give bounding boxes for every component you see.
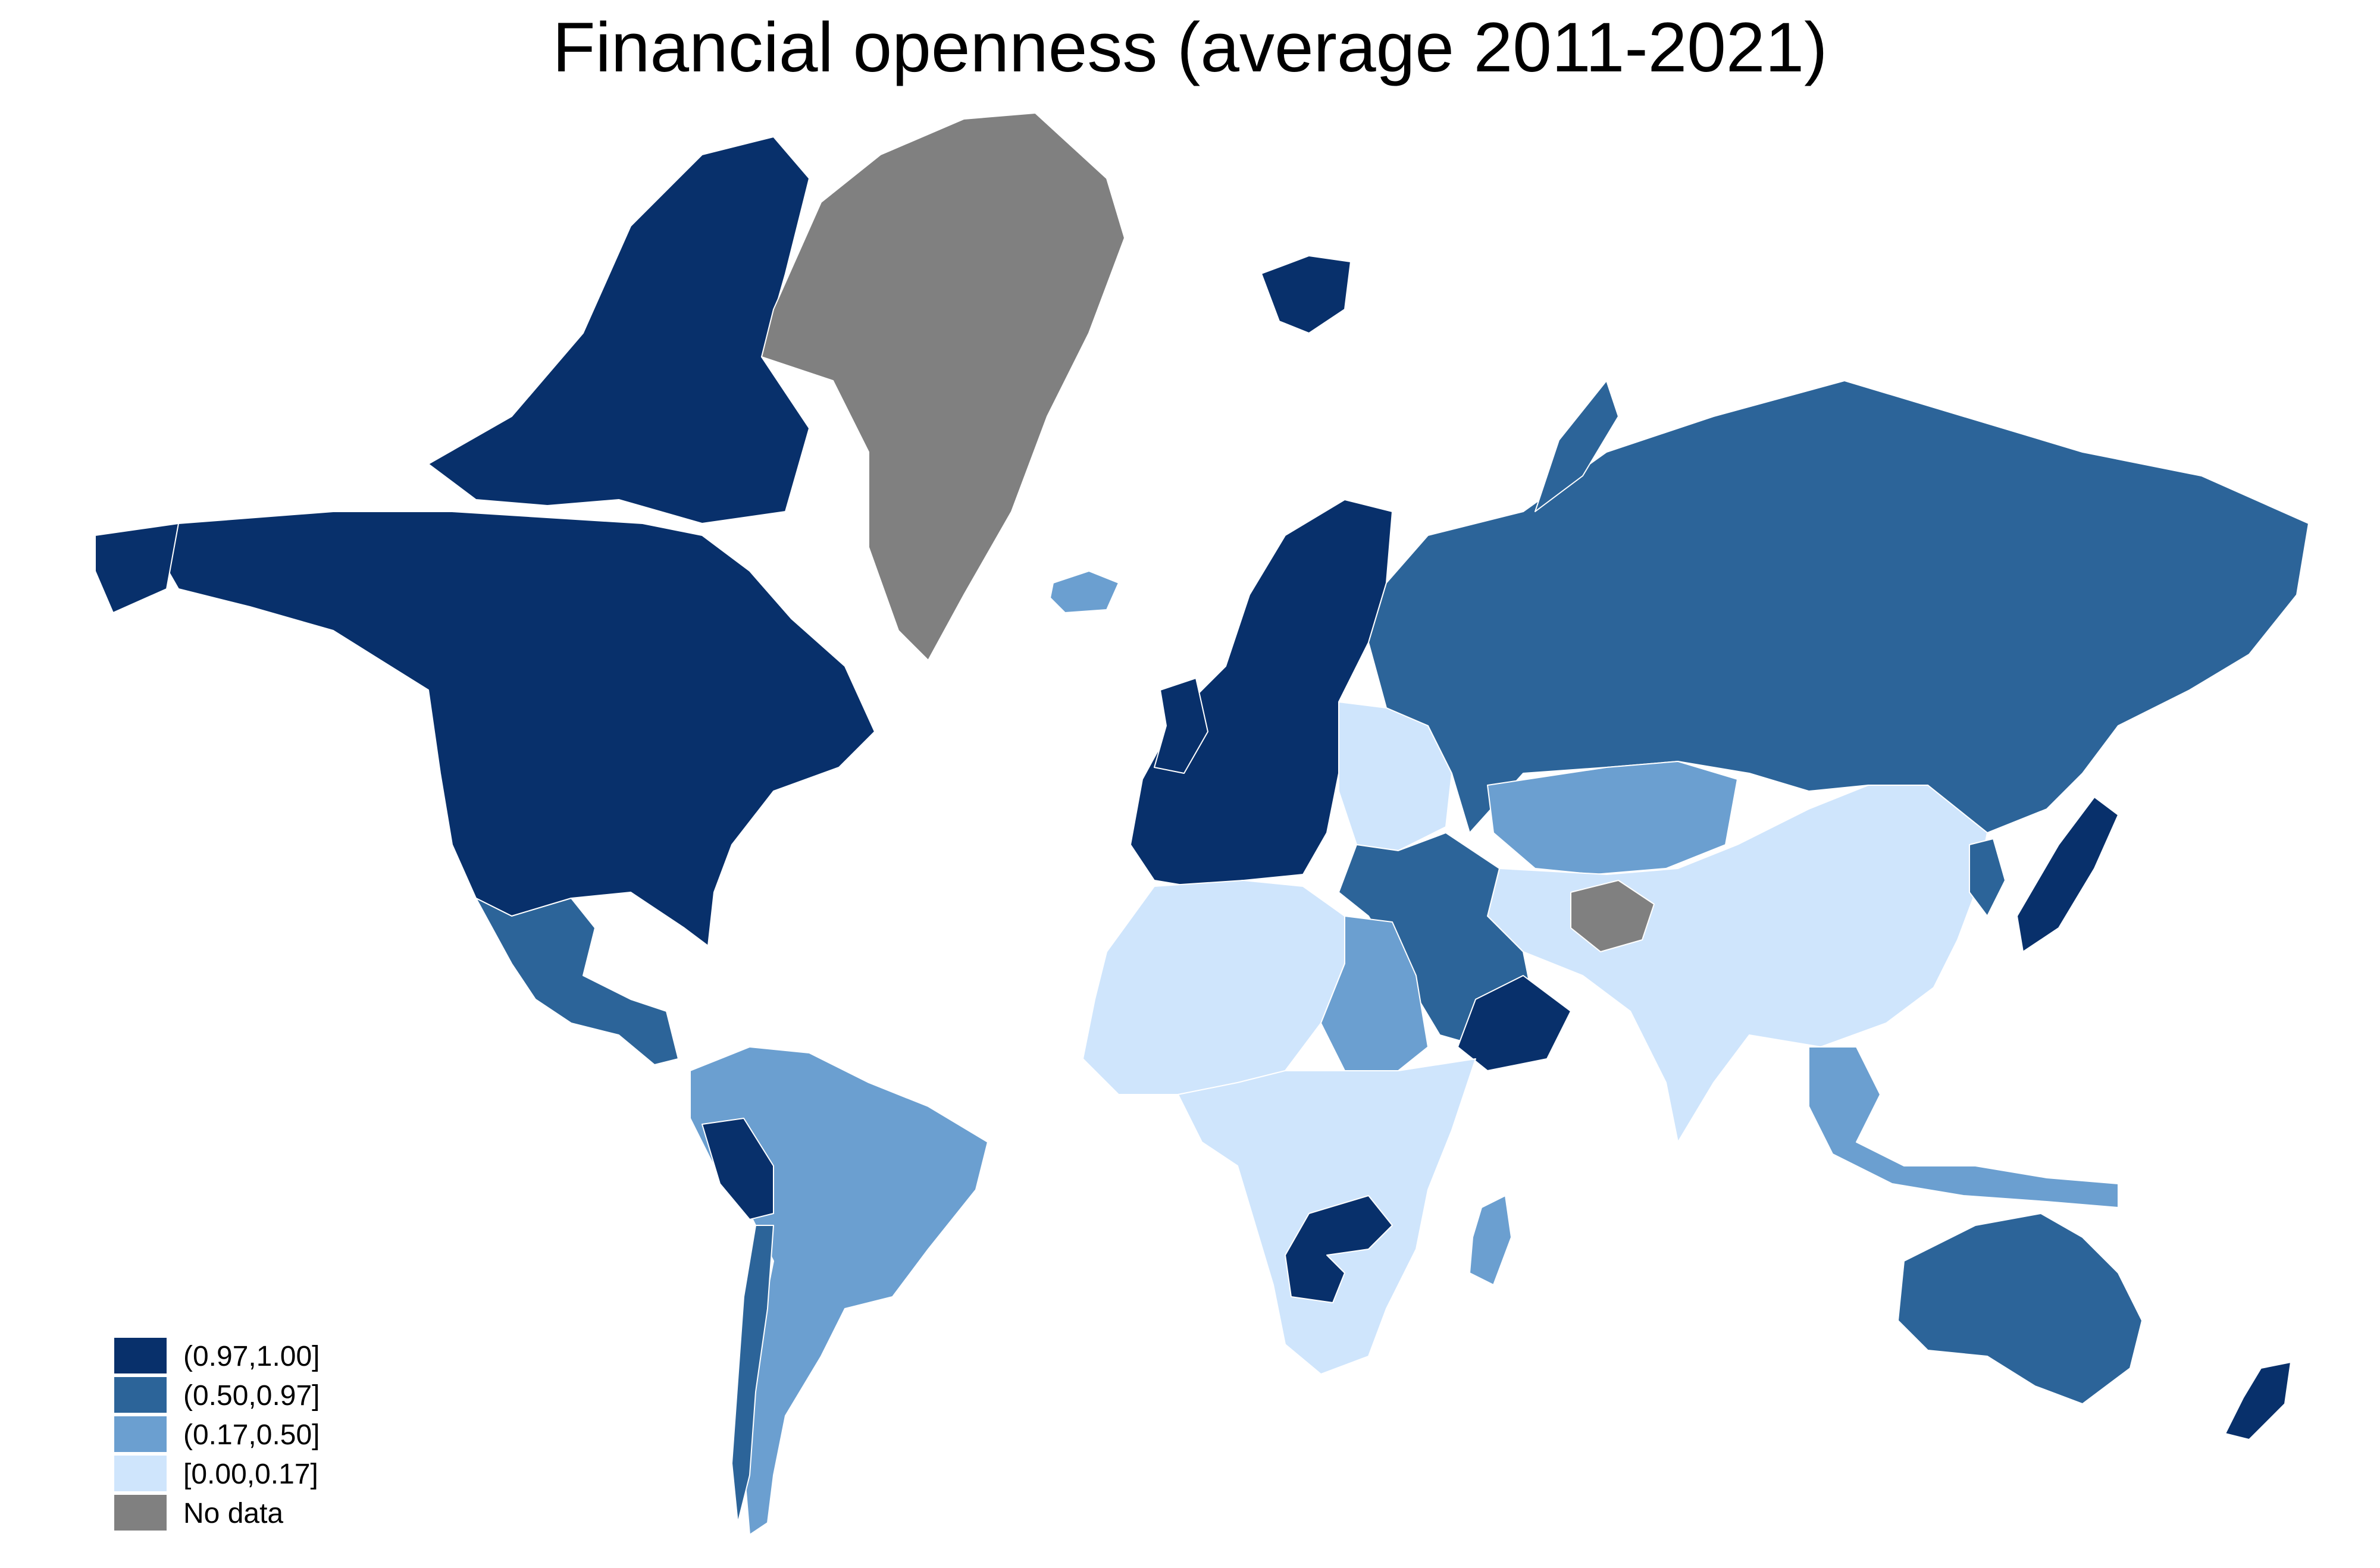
region-greenland[interactable] — [761, 112, 1125, 661]
region-zambia-botswana[interactable] — [1285, 1195, 1393, 1303]
region-chile[interactable] — [731, 1225, 774, 1523]
region-southeast-asia[interactable] — [1808, 1046, 2119, 1208]
legend-label: [0.00,0.17] — [183, 1459, 318, 1490]
region-korea[interactable] — [1969, 838, 2006, 917]
region-uk[interactable] — [1154, 678, 1208, 774]
legend-label: No data — [183, 1498, 284, 1529]
region-australia[interactable] — [1897, 1213, 2143, 1404]
region-peru[interactable] — [702, 1118, 774, 1220]
region-new-zealand[interactable] — [2225, 1362, 2291, 1440]
legend-swatch — [114, 1377, 167, 1413]
region-north-africa[interactable] — [1082, 880, 1345, 1095]
region-iceland[interactable] — [1050, 570, 1119, 613]
legend-swatch — [114, 1416, 167, 1452]
legend-swatch — [114, 1456, 167, 1491]
region-central-asia[interactable] — [1487, 761, 1738, 875]
legend-swatch — [114, 1338, 167, 1373]
region-russia-islands[interactable] — [1535, 380, 1619, 512]
legend-label: (0.17,0.50] — [183, 1419, 320, 1451]
region-mexico-central-america[interactable] — [475, 898, 679, 1065]
region-russia[interactable] — [1368, 380, 2309, 833]
region-arctic-islands[interactable] — [428, 136, 810, 524]
region-alaska[interactable] — [95, 523, 179, 613]
region-oman-uae[interactable] — [1457, 975, 1571, 1071]
region-svalbard[interactable] — [1261, 255, 1351, 334]
region-japan[interactable] — [2016, 796, 2119, 952]
page-title: Financial openness (average 2011-2021) — [552, 8, 1828, 87]
legend-label: (0.97,1.00] — [183, 1341, 320, 1372]
legend-swatch — [114, 1495, 167, 1531]
legend-label: (0.50,0.97] — [183, 1380, 320, 1412]
region-afghanistan[interactable] — [1570, 880, 1655, 952]
region-china-south-asia[interactable] — [1487, 785, 1988, 1143]
region-north-america[interactable] — [154, 511, 875, 946]
region-madagascar[interactable] — [1469, 1195, 1512, 1285]
